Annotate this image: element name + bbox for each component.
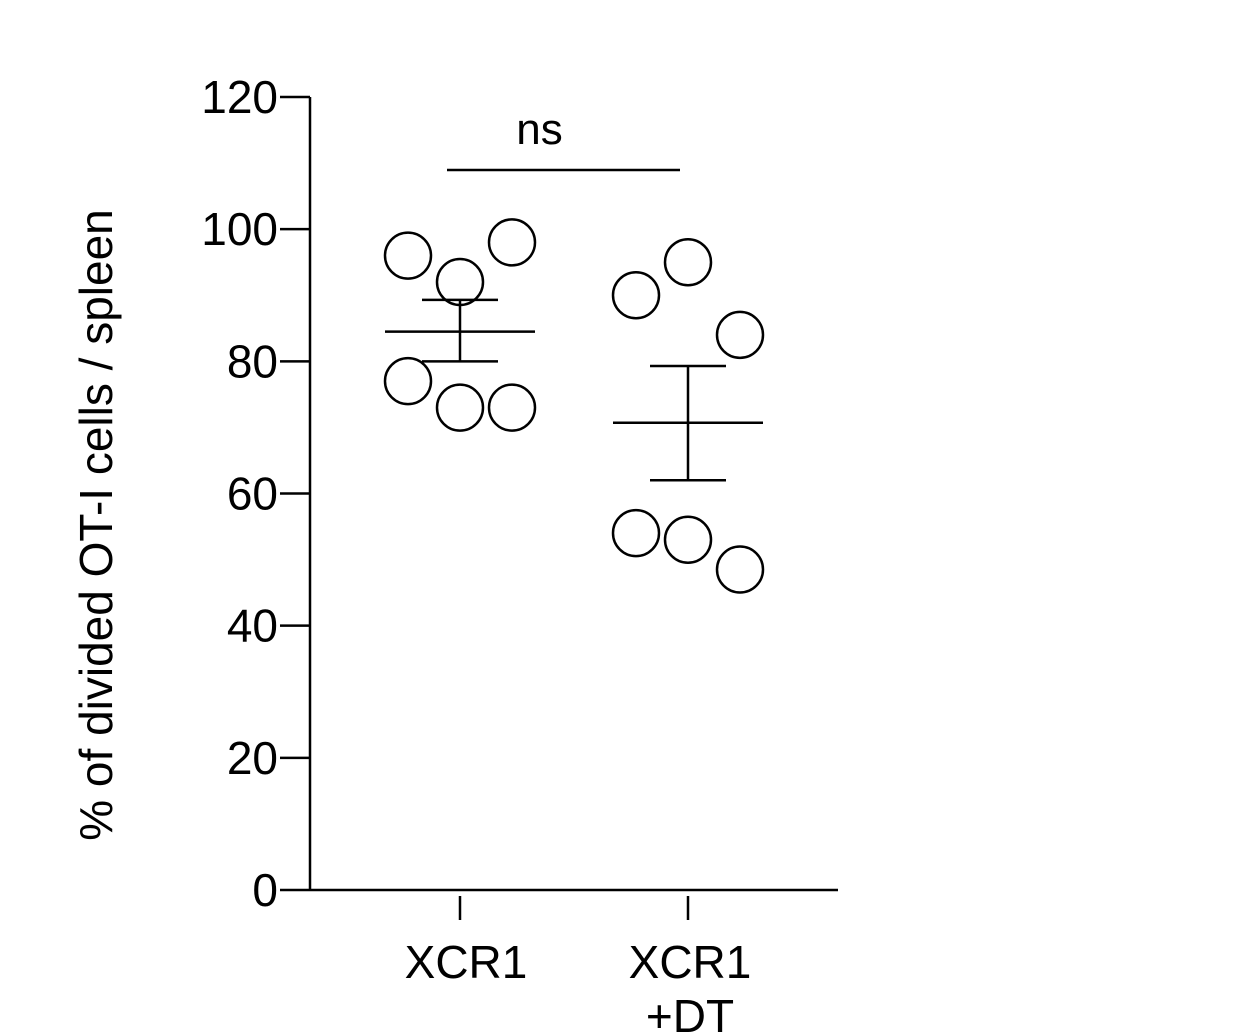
y-tick-label: 40 <box>227 600 278 652</box>
x-tick-label: XCR1 <box>629 936 752 988</box>
y-tick-label: 0 <box>252 864 278 916</box>
data-point <box>487 383 537 432</box>
data-point <box>383 356 433 406</box>
x-tick-label: +DT <box>646 990 734 1036</box>
y-axis-label: % of divided OT-I cells / spleen <box>70 209 122 841</box>
x-tick-label: XCR1 <box>405 936 528 988</box>
data-point <box>435 383 485 432</box>
data-point <box>611 508 661 558</box>
marks: ns <box>383 105 765 594</box>
y-tick-label: 100 <box>201 203 278 255</box>
data-point <box>611 271 661 320</box>
data-point <box>663 515 713 565</box>
data-point <box>487 218 537 267</box>
data-point <box>715 310 765 360</box>
y-tick-label: 20 <box>227 732 278 784</box>
y-tick-label: 60 <box>227 468 278 520</box>
data-point <box>383 231 433 280</box>
y-tick-label: 80 <box>227 335 278 387</box>
significance-label: ns <box>516 105 562 154</box>
y-tick-label: 120 <box>201 71 278 123</box>
data-point <box>715 545 765 594</box>
data-point <box>435 257 485 307</box>
data-point <box>663 237 713 287</box>
